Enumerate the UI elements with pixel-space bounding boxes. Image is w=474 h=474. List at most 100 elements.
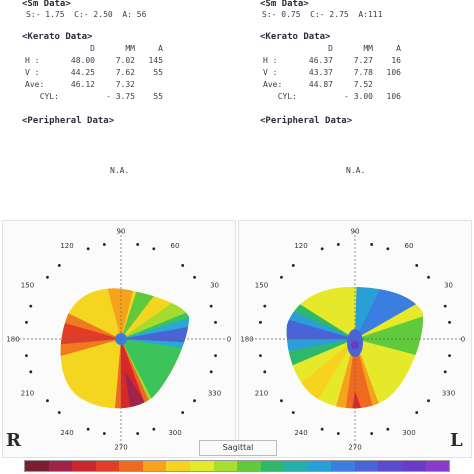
table-header-row: D MM A (260, 43, 404, 55)
angle-label: 150 (21, 282, 34, 290)
scale-swatch (284, 461, 308, 471)
ring-dot (443, 370, 447, 374)
ring-dot (209, 370, 213, 374)
angle-label: 330 (442, 390, 455, 398)
row-label: H : (25, 56, 40, 65)
ring-dot (25, 320, 28, 324)
angle-label: 0 (227, 336, 231, 344)
row-label: V : (263, 68, 278, 77)
angle-label: 30 (210, 282, 219, 290)
angle-label: 30 (444, 282, 453, 290)
left-peripheral-value: N.A. (346, 166, 366, 175)
map-mode-label[interactable]: Sagittal (199, 440, 277, 456)
left-kerato-table: D MM A H : 46.37 7.27 16 V : 43.37 7.78 … (260, 43, 404, 103)
angle-label: 90 (351, 228, 360, 236)
ring-dot (386, 247, 390, 251)
angle-label: 270 (114, 444, 127, 452)
ring-dot (259, 320, 262, 324)
ring-dot (86, 427, 90, 431)
angle-label: 0 (461, 336, 465, 344)
ring-dot (336, 243, 340, 246)
cyl-label: CYL: (277, 92, 297, 101)
table-row: Ave: 44.87 7.52 (260, 79, 404, 91)
ring-dot (259, 354, 262, 358)
angle-label: 120 (60, 242, 73, 250)
scale-swatch (213, 461, 238, 471)
right-eye-map-panel: 90 60 30 0 330 300 270 240 210 180 150 120 (2, 220, 236, 458)
cyl-axis: 106 (386, 92, 401, 101)
ring-dot (263, 304, 267, 308)
ring-dot (29, 304, 33, 308)
left-kerato-header: <Kerato Data> (260, 32, 331, 42)
angle-label: 180 (6, 336, 19, 344)
ring-dot (336, 432, 340, 435)
row-label: V : (25, 68, 40, 77)
cyl-value: - 3.75 (106, 92, 135, 101)
scale-swatch (166, 461, 190, 471)
ring-dot (57, 264, 61, 267)
right-color-map (60, 288, 189, 409)
angle-label: 120 (294, 242, 307, 250)
ring-dot (209, 304, 213, 308)
diopter-value: 44.25 (70, 68, 95, 77)
table-row: V : 43.37 7.78 106 (260, 67, 404, 79)
ring-dot (193, 399, 196, 403)
scale-swatch (119, 461, 143, 471)
column-header-mm: MM (363, 44, 373, 53)
ring-dot (320, 247, 324, 251)
scale-swatch (142, 461, 167, 471)
scale-swatch (48, 461, 73, 471)
scale-swatch (425, 461, 450, 471)
left-eye-map-panel: 90 60 30 0 330 300 270 240 210 180 150 120 (238, 220, 472, 458)
angle-label: 90 (117, 228, 126, 236)
ring-dot (152, 427, 156, 431)
right-sim-header: <Sm Data> (22, 0, 71, 9)
ring-dot (181, 264, 185, 267)
row-label: Ave: (25, 80, 45, 89)
diopter-value: 48.00 (70, 56, 95, 65)
table-row: H : 46.37 7.27 16 (260, 55, 404, 67)
left-sim-values: S:- 0.75 C:- 2.75 A:111 (262, 10, 383, 19)
row-label: Ave: (263, 80, 283, 89)
ring-dot (370, 243, 374, 246)
column-header-a: A (396, 44, 401, 53)
angle-label: 210 (21, 390, 34, 398)
axis-value (138, 79, 166, 91)
cyl-row: CYL: - 3.00 106 (260, 91, 404, 103)
right-kerato-header: <Kerato Data> (22, 32, 93, 42)
axis-value: 145 (148, 56, 163, 65)
left-eye-label: L (450, 430, 463, 451)
angle-label: 270 (348, 444, 361, 452)
scale-swatch (237, 461, 261, 471)
diopter-value: 43.37 (308, 68, 333, 77)
cyl-label: CYL: (39, 92, 59, 101)
ring-dot (102, 243, 106, 246)
ring-dot (214, 320, 217, 324)
angle-label: 60 (171, 242, 180, 250)
ring-dot (102, 432, 106, 435)
ring-dot (320, 427, 324, 431)
ring-dot (263, 370, 267, 374)
column-header-d: D (328, 44, 333, 53)
scale-swatch (260, 461, 285, 471)
ring-dot (427, 399, 430, 403)
angle-label: 150 (255, 282, 268, 290)
ring-dot (57, 411, 61, 414)
left-sim-header: <Sm Data> (260, 0, 309, 9)
ring-dot (448, 320, 451, 324)
mm-value: 7.27 (353, 56, 373, 65)
angle-label: 210 (255, 390, 268, 398)
mm-value: 7.02 (115, 56, 135, 65)
ring-dot (136, 243, 140, 246)
scale-swatch (189, 461, 214, 471)
right-kerato-table: D MM A H : 48.00 7.02 145 V : 44.25 7.62… (22, 43, 166, 103)
ring-dot (136, 432, 140, 435)
ring-dot (181, 411, 185, 414)
diopter-value: 46.12 (70, 80, 95, 89)
ring-dot (291, 264, 295, 267)
table-row: H : 48.00 7.02 145 (22, 55, 166, 67)
scale-swatch (354, 461, 379, 471)
